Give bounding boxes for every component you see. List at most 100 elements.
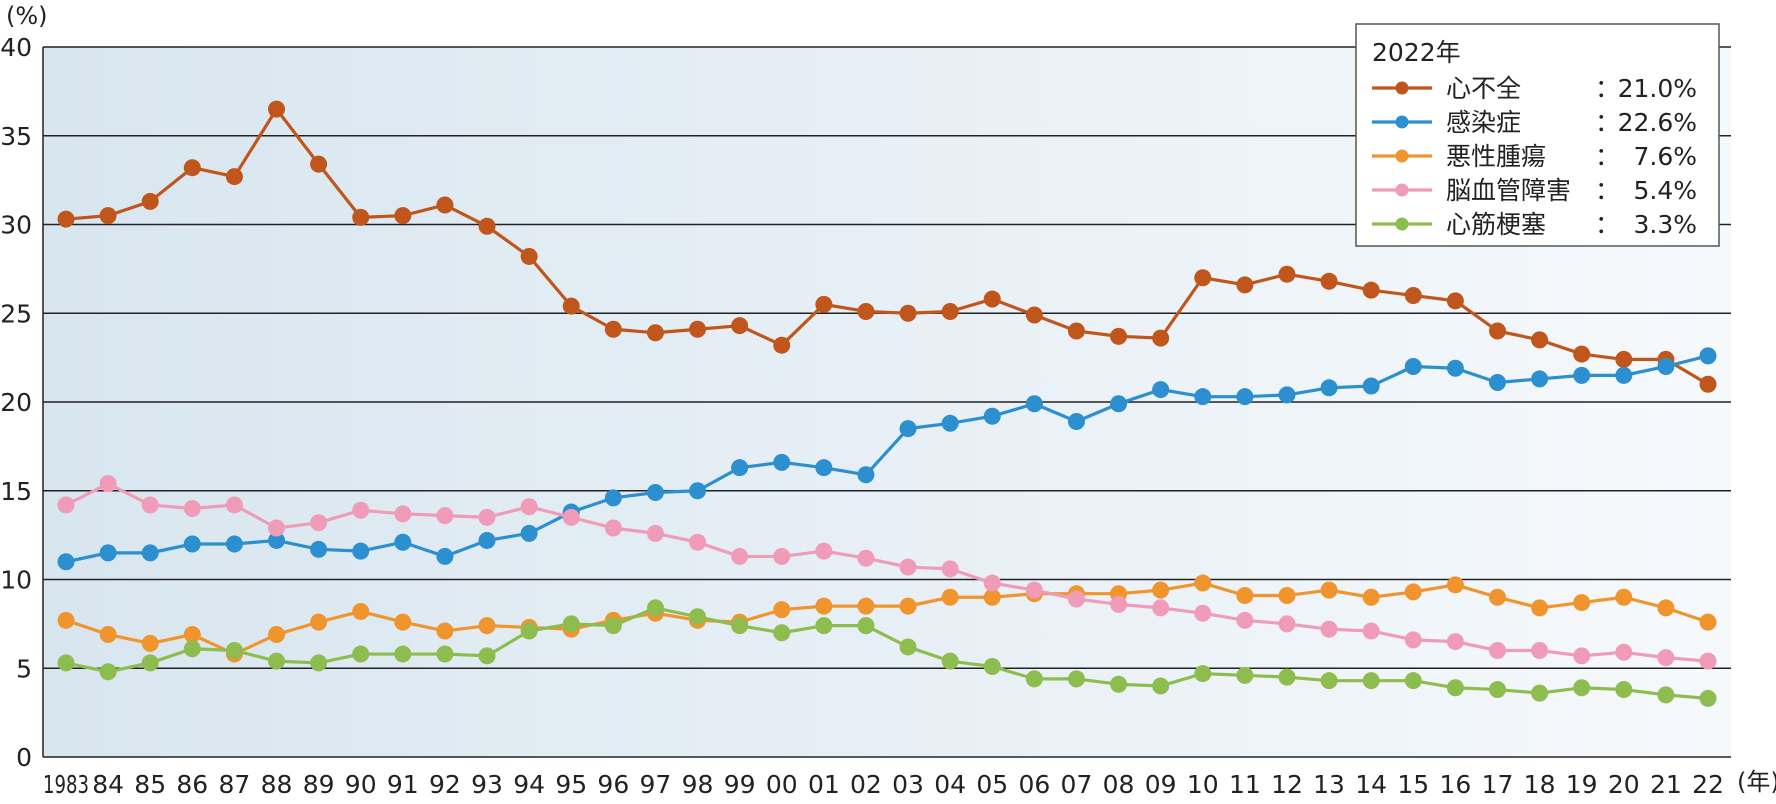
data-point bbox=[1488, 373, 1506, 391]
data-point bbox=[268, 100, 286, 118]
data-point bbox=[983, 290, 1001, 308]
data-point bbox=[1278, 386, 1296, 404]
y-tick-label: 25 bbox=[0, 299, 32, 328]
data-point bbox=[1320, 379, 1338, 397]
data-point bbox=[1236, 586, 1254, 604]
data-point bbox=[1067, 670, 1085, 688]
legend-separator: ： bbox=[1595, 142, 1620, 171]
data-point bbox=[1236, 276, 1254, 294]
data-point bbox=[646, 524, 664, 542]
data-point bbox=[1573, 345, 1591, 363]
data-point bbox=[1067, 322, 1085, 340]
data-point bbox=[1488, 642, 1506, 659]
data-point bbox=[141, 654, 159, 672]
data-point bbox=[99, 663, 117, 681]
x-tick-label: 19 bbox=[1566, 770, 1598, 799]
data-point bbox=[478, 508, 496, 526]
data-point bbox=[1362, 281, 1380, 299]
data-point bbox=[1320, 620, 1338, 638]
legend-entry: 感染症 ：22.6% bbox=[1372, 108, 1697, 137]
data-point bbox=[1404, 287, 1422, 304]
data-point bbox=[1236, 666, 1254, 684]
data-point bbox=[1194, 665, 1212, 683]
x-tick-label: 04 bbox=[934, 770, 966, 799]
data-point bbox=[1699, 613, 1717, 631]
data-point bbox=[941, 302, 959, 320]
series-4 bbox=[57, 599, 1717, 707]
legend-series-name: 悪性腫瘍 bbox=[1446, 142, 1546, 171]
x-tick-label: 00 bbox=[766, 770, 798, 799]
data-point bbox=[562, 508, 580, 526]
data-point bbox=[1320, 672, 1338, 690]
data-point bbox=[1488, 681, 1506, 699]
legend-entry: 心筋梗塞 ： 3.3% bbox=[1372, 210, 1697, 239]
data-point bbox=[310, 514, 328, 532]
data-point bbox=[310, 613, 328, 631]
x-tick-label: 22 bbox=[1692, 770, 1724, 799]
data-point bbox=[478, 217, 496, 235]
data-point bbox=[99, 475, 117, 493]
data-point bbox=[1488, 322, 1506, 340]
x-tick-label: 05 bbox=[976, 770, 1008, 799]
x-tick-label: 01 bbox=[808, 770, 840, 799]
x-tick-label: 95 bbox=[555, 770, 587, 799]
data-point bbox=[1278, 586, 1296, 604]
x-tick-label: 21 bbox=[1650, 770, 1682, 799]
data-point bbox=[183, 640, 201, 658]
data-point bbox=[1278, 265, 1296, 283]
data-point bbox=[731, 317, 749, 335]
x-tick-label: 17 bbox=[1482, 770, 1514, 799]
y-tick-label: 15 bbox=[0, 477, 32, 506]
x-tick-label: 10 bbox=[1187, 770, 1219, 799]
series-line bbox=[65, 482, 1709, 663]
data-point bbox=[1531, 599, 1549, 617]
y-tick-label: 10 bbox=[0, 566, 32, 595]
data-point bbox=[1110, 595, 1128, 613]
legend-entries: 心不全 ：21.0%感染症 ：22.6%悪性腫瘍： 7.6%脳血管障害： 5.4%心筋梗… bbox=[1372, 74, 1697, 239]
data-point bbox=[1657, 686, 1675, 704]
legend-value: 21.0% bbox=[1618, 74, 1697, 103]
x-tick-label: 16 bbox=[1439, 770, 1471, 799]
data-point bbox=[520, 622, 538, 640]
data-point bbox=[1025, 306, 1043, 324]
data-point bbox=[1152, 599, 1170, 617]
data-point bbox=[1446, 576, 1464, 594]
data-point bbox=[1236, 388, 1254, 406]
y-tick-labels: 0 5 10 15 20 25 30 35 40 bbox=[0, 33, 32, 772]
data-point bbox=[689, 320, 707, 338]
x-tick-label: 12 bbox=[1271, 770, 1303, 799]
x-tick-label: 20 bbox=[1608, 770, 1640, 799]
series-3 bbox=[57, 475, 1717, 670]
data-point bbox=[520, 247, 538, 265]
legend-value: 7.6% bbox=[1633, 142, 1697, 171]
legend-title: 2022年 bbox=[1372, 38, 1461, 67]
data-point bbox=[646, 484, 664, 502]
data-point bbox=[436, 196, 454, 214]
data-point bbox=[183, 159, 201, 177]
x-tick-label: 15 bbox=[1397, 770, 1429, 799]
x-tick-label: 91 bbox=[387, 770, 419, 799]
data-point bbox=[57, 553, 75, 571]
x-tick-label: 03 bbox=[892, 770, 924, 799]
data-point bbox=[520, 498, 538, 516]
legend-separator: ： bbox=[1595, 74, 1620, 103]
x-tick-label: 93 bbox=[471, 770, 503, 799]
legend-separator: ： bbox=[1595, 176, 1620, 205]
data-point bbox=[1446, 633, 1464, 651]
data-point bbox=[1531, 642, 1549, 659]
data-point bbox=[857, 466, 875, 484]
data-point bbox=[983, 574, 1001, 592]
data-point bbox=[225, 168, 243, 186]
data-point bbox=[1152, 381, 1170, 399]
x-tick-label: 87 bbox=[219, 770, 251, 799]
data-point bbox=[1573, 647, 1591, 665]
data-point bbox=[1320, 581, 1338, 599]
data-point bbox=[731, 617, 749, 635]
data-point bbox=[773, 601, 791, 619]
data-point bbox=[899, 597, 917, 615]
series-group bbox=[57, 100, 1717, 707]
data-point bbox=[394, 207, 412, 225]
data-point bbox=[941, 652, 959, 670]
data-point bbox=[183, 500, 201, 517]
